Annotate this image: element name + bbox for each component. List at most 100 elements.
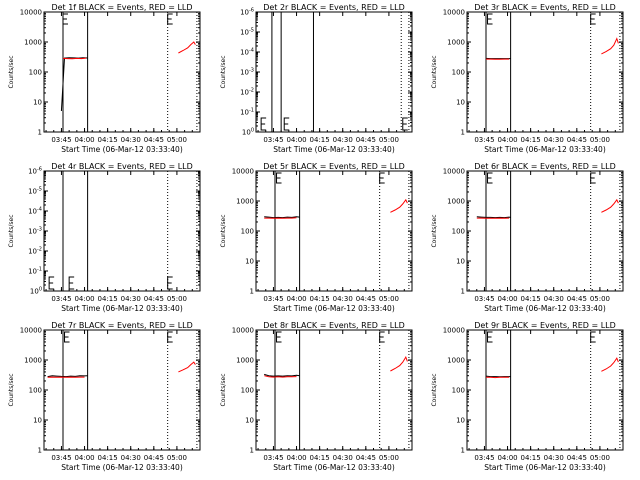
y-tick-label: 10-2 — [28, 247, 42, 256]
y-tick-label: 10-6 — [28, 167, 42, 176]
x-tick-label: 04:45 — [567, 295, 587, 303]
x-tick-label: 04:00 — [497, 454, 517, 462]
y-tick-label: 1000 — [24, 39, 42, 47]
lld-series-line — [264, 375, 297, 378]
chart-panel: Det 8r BLACK = Events, RED = LLD Counts/s… — [220, 321, 413, 472]
y-tick-label: 1000 — [236, 357, 254, 365]
x-tick-label: 04:30 — [121, 136, 141, 144]
y-tick-label: 10 — [245, 417, 254, 425]
y-tick-label: 100 — [29, 69, 42, 77]
x-tick-label: 05:00 — [167, 295, 187, 303]
y-tick-label: 10 — [33, 99, 42, 107]
x-tick-label: 04:15 — [310, 295, 330, 303]
x-tick-label: 04:15 — [521, 295, 541, 303]
gap-marker — [167, 276, 173, 290]
x-tick-label: 05:00 — [379, 454, 399, 462]
gap-marker — [487, 331, 493, 343]
x-tick-label: 04:30 — [121, 295, 141, 303]
gap-marker — [167, 331, 173, 343]
gap-marker — [68, 276, 75, 290]
x-tick-label: 04:00 — [286, 454, 306, 462]
chart-title: Det 9r BLACK = Events, RED = LLD — [474, 321, 616, 330]
y-tick-label: 10 — [245, 258, 254, 266]
x-tick-label: 05:00 — [167, 136, 187, 144]
y-tick-label: 10-5 — [240, 28, 254, 37]
plot-frame — [466, 170, 624, 292]
chart-title: Det 8r BLACK = Events, RED = LLD — [263, 321, 405, 330]
gap-marker — [402, 117, 408, 131]
y-tick-label: 100 — [241, 228, 254, 236]
x-tick-label: 04:45 — [356, 136, 376, 144]
chart-title: Det 1f BLACK = Events, RED = LLD — [51, 3, 192, 12]
x-tick-label: 03:45 — [51, 295, 71, 303]
y-tick-label: 10-4 — [240, 48, 254, 57]
x-tick-label: 04:45 — [567, 454, 587, 462]
plot-frame — [43, 329, 201, 451]
y-tick-label: 1000 — [236, 198, 254, 206]
x-tick-label: 04:30 — [121, 454, 141, 462]
x-tick-label: 05:00 — [590, 136, 610, 144]
events-series-line — [264, 373, 300, 377]
y-axis-label: Counts/sec — [431, 55, 438, 88]
y-tick-label: 10 — [456, 417, 465, 425]
x-axis-label: Start Time (06-Mar-12 03:33:40) — [273, 145, 395, 154]
x-axis-label: Start Time (06-Mar-12 03:33:40) — [273, 463, 395, 472]
chart-panel: Det 5r BLACK = Events, RED = LLD Counts/s… — [220, 162, 413, 313]
plot-frame — [43, 170, 201, 292]
x-tick-label: 03:45 — [263, 295, 283, 303]
y-tick-label: 10000 — [20, 327, 42, 335]
gap-marker — [283, 117, 290, 131]
x-tick-label: 04:00 — [497, 295, 517, 303]
events-series-line — [485, 375, 511, 378]
x-axis-label: Start Time (06-Mar-12 03:33:40) — [273, 304, 395, 313]
gap-marker — [276, 172, 282, 184]
x-tick-label: 05:00 — [590, 295, 610, 303]
y-tick-label: 10000 — [20, 9, 42, 17]
y-tick-label: 10 — [456, 99, 465, 107]
lld-series-line — [390, 198, 408, 213]
gap-marker — [260, 117, 267, 131]
plot-frame — [255, 170, 413, 292]
y-tick-label: 10-6 — [240, 8, 254, 17]
chart-title: Det 3r BLACK = Events, RED = LLD — [474, 3, 616, 12]
x-tick-label: 03:45 — [474, 454, 494, 462]
y-axis-label: Counts/sec — [220, 373, 227, 406]
plot-frame — [255, 329, 413, 451]
x-tick-label: 04:45 — [356, 295, 376, 303]
x-tick-label: 03:45 — [474, 295, 494, 303]
y-tick-label: 100 — [452, 387, 465, 395]
y-tick-label: 1 — [250, 447, 254, 455]
y-tick-label: 10000 — [443, 327, 465, 335]
x-axis-label: Start Time (06-Mar-12 03:33:40) — [61, 463, 183, 472]
x-tick-label: 04:00 — [74, 295, 94, 303]
y-tick-label: 10-4 — [28, 207, 42, 216]
x-tick-label: 03:45 — [263, 136, 283, 144]
lld-series-line — [178, 41, 196, 54]
chart-title: Det 5r BLACK = Events, RED = LLD — [263, 162, 405, 171]
lld-series-line — [178, 361, 196, 373]
gap-marker — [379, 172, 385, 184]
gap-marker — [62, 13, 68, 25]
plot-frame — [43, 11, 201, 133]
y-tick-label: 1000 — [447, 357, 465, 365]
chart-title: Det 4r BLACK = Events, RED = LLD — [51, 162, 193, 171]
chart-title: Det 7r BLACK = Events, RED = LLD — [51, 321, 193, 330]
x-tick-label: 04:30 — [544, 295, 564, 303]
x-axis-label: Start Time (06-Mar-12 03:33:40) — [484, 145, 606, 154]
x-tick-label: 03:45 — [51, 136, 71, 144]
x-tick-label: 04:15 — [98, 454, 118, 462]
x-tick-label: 04:00 — [286, 136, 306, 144]
y-tick-label: 10000 — [443, 168, 465, 176]
y-tick-label: 10-5 — [28, 187, 42, 196]
x-tick-label: 04:30 — [333, 454, 353, 462]
y-tick-label: 10-3 — [28, 227, 42, 236]
chart-panel: Det 9r BLACK = Events, RED = LLD Counts/s… — [431, 321, 624, 472]
events-series-line — [264, 216, 300, 219]
x-tick-label: 04:45 — [356, 454, 376, 462]
x-tick-label: 04:15 — [98, 295, 118, 303]
y-tick-label: 10-1 — [240, 108, 254, 117]
y-tick-label: 1 — [250, 288, 254, 296]
events-series-line — [60, 57, 88, 112]
